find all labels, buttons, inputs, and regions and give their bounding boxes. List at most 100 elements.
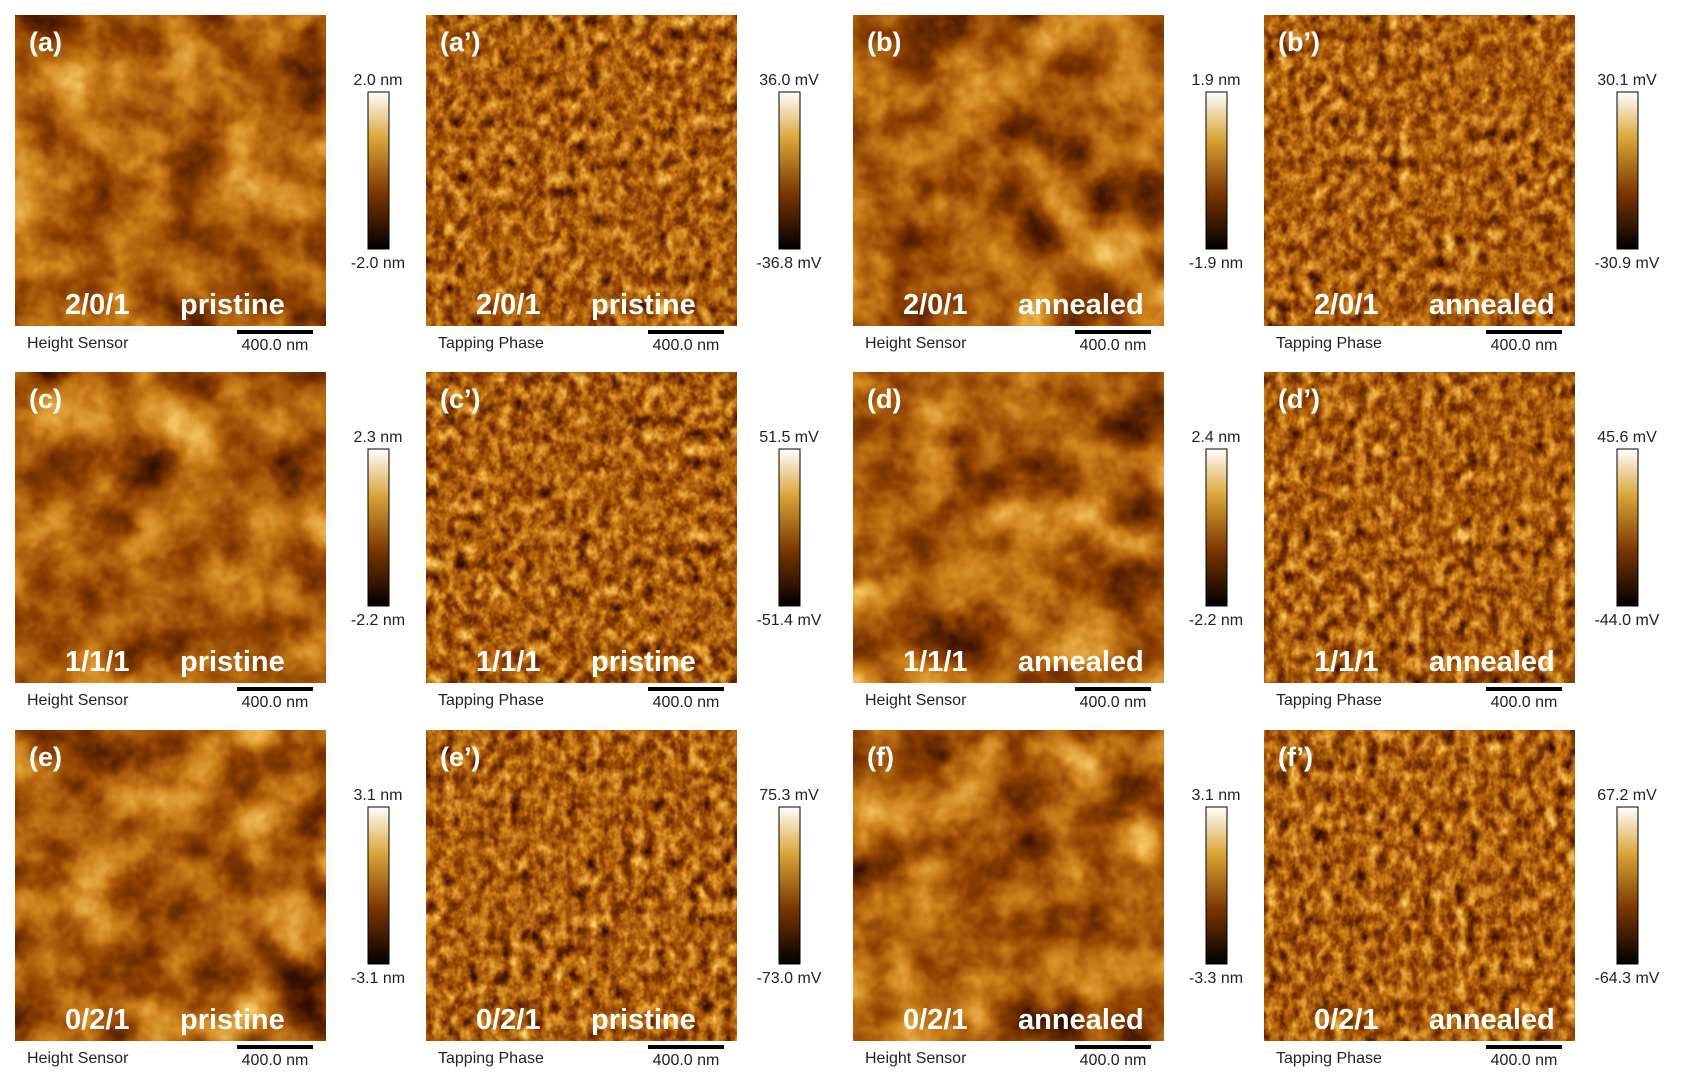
afm-image [426, 15, 737, 326]
colorbar-min: -64.3 mV [1595, 970, 1660, 987]
afm-image [853, 372, 1164, 683]
scale-label: 400.0 nm [242, 1052, 309, 1069]
panel: (a’) 2/0/1 pristine Tapping Phase 400.0 nm 36… [426, 15, 822, 354]
panel: (e) 0/2/1 pristine Height Sensor 400.0 nm 3.1… [15, 730, 405, 1069]
scale-label: 400.0 nm [1491, 337, 1558, 354]
colorbar [1205, 91, 1228, 250]
colorbar [1616, 806, 1639, 965]
sample-label: 2/0/1 [903, 289, 968, 321]
colorbar-max: 30.1 mV [1597, 72, 1657, 89]
colorbar-min: -30.9 mV [1595, 255, 1660, 272]
panel-label: (f) [867, 742, 894, 772]
condition-label: pristine [591, 646, 696, 678]
colorbar-min: -1.9 nm [1189, 255, 1243, 272]
panel: (b’) 2/0/1 annealed Tapping Phase 400.0 nm 30… [1264, 15, 1660, 354]
sensor-label: Tapping Phase [438, 1050, 544, 1067]
panel: (b) 2/0/1 annealed Height Sensor 400.0 nm 1.9… [853, 15, 1243, 354]
sensor-label: Height Sensor [865, 692, 967, 709]
scale-label: 400.0 nm [653, 337, 720, 354]
colorbar-min: -2.2 nm [1189, 612, 1243, 629]
colorbar [778, 448, 801, 607]
condition-label: annealed [1018, 289, 1144, 321]
afm-image [853, 730, 1164, 1041]
colorbar [1205, 448, 1228, 607]
afm-image [15, 372, 326, 683]
panel: (f) 0/2/1 annealed Height Sensor 400.0 nm 3.1… [853, 730, 1243, 1069]
sample-label: 1/1/1 [903, 646, 968, 678]
colorbar-min: -51.4 mV [757, 612, 822, 629]
condition-label: annealed [1429, 1004, 1555, 1036]
panel-label: (b’) [1278, 27, 1320, 57]
colorbar [778, 91, 801, 250]
colorbar-min: -2.0 nm [351, 255, 405, 272]
sample-label: 1/1/1 [1314, 646, 1379, 678]
afm-image [15, 730, 326, 1041]
panel-label: (e) [29, 742, 62, 772]
colorbar-max: 3.1 nm [1192, 787, 1241, 804]
colorbar-max: 45.6 mV [1597, 429, 1657, 446]
condition-label: pristine [591, 1004, 696, 1036]
panel: (c’) 1/1/1 pristine Tapping Phase 400.0 nm 51… [426, 372, 822, 711]
sample-label: 0/2/1 [1314, 1004, 1379, 1036]
panel-label: (d’) [1278, 384, 1320, 414]
condition-label: pristine [180, 289, 285, 321]
colorbar-min: -44.0 mV [1595, 612, 1660, 629]
colorbar [367, 806, 390, 965]
colorbar-max: 1.9 nm [1192, 72, 1241, 89]
colorbar-max: 2.0 nm [354, 72, 403, 89]
sensor-label: Height Sensor [27, 335, 129, 352]
sensor-label: Height Sensor [27, 692, 129, 709]
sensor-label: Tapping Phase [1276, 335, 1382, 352]
colorbar-min: -36.8 mV [757, 255, 822, 272]
colorbar-max: 36.0 mV [759, 72, 819, 89]
panel: (a) 2/0/1 pristine Height Sensor 400.0 nm 2.0… [15, 15, 405, 354]
sensor-label: Tapping Phase [1276, 1050, 1382, 1067]
scale-label: 400.0 nm [1491, 694, 1558, 711]
colorbar [1616, 448, 1639, 607]
afm-image [426, 730, 737, 1041]
afm-image [853, 15, 1164, 326]
colorbar-max: 3.1 nm [354, 787, 403, 804]
panel-label: (c) [29, 384, 62, 414]
colorbar-min: -3.3 nm [1189, 970, 1243, 987]
panel: (d) 1/1/1 annealed Height Sensor 400.0 nm 2.4… [853, 372, 1243, 711]
sample-label: 2/0/1 [476, 289, 541, 321]
panel-label: (a’) [440, 27, 481, 57]
scale-label: 400.0 nm [653, 694, 720, 711]
panel: (d’) 1/1/1 annealed Tapping Phase 400.0 nm 45… [1264, 372, 1660, 711]
sensor-label: Height Sensor [865, 1050, 967, 1067]
condition-label: annealed [1018, 1004, 1144, 1036]
colorbar [367, 448, 390, 607]
scale-label: 400.0 nm [653, 1052, 720, 1069]
afm-image [1264, 372, 1575, 683]
condition-label: pristine [180, 646, 285, 678]
colorbar-max: 2.3 nm [354, 429, 403, 446]
colorbar-max: 51.5 mV [759, 429, 819, 446]
colorbar-min: -3.1 nm [351, 970, 405, 987]
sensor-label: Tapping Phase [438, 692, 544, 709]
colorbar [1616, 91, 1639, 250]
colorbar [1205, 806, 1228, 965]
afm-image [15, 15, 326, 326]
colorbar-max: 2.4 nm [1192, 429, 1241, 446]
sample-label: 1/1/1 [65, 646, 130, 678]
sample-label: 1/1/1 [476, 646, 541, 678]
colorbar [778, 806, 801, 965]
colorbar-max: 67.2 mV [1597, 787, 1657, 804]
panel: (e’) 0/2/1 pristine Tapping Phase 400.0 nm 75… [426, 730, 822, 1069]
condition-label: annealed [1018, 646, 1144, 678]
panel-label: (c’) [440, 384, 481, 414]
condition-label: annealed [1429, 646, 1555, 678]
scale-label: 400.0 nm [242, 694, 309, 711]
panel-label: (b) [867, 27, 901, 57]
sample-label: 2/0/1 [1314, 289, 1379, 321]
colorbar-max: 75.3 mV [759, 787, 819, 804]
sample-label: 2/0/1 [65, 289, 130, 321]
scale-label: 400.0 nm [1080, 694, 1147, 711]
panel: (c) 1/1/1 pristine Height Sensor 400.0 nm 2.3… [15, 372, 405, 711]
colorbar [367, 91, 390, 250]
panel-label: (f’) [1278, 742, 1313, 772]
scale-label: 400.0 nm [242, 337, 309, 354]
sensor-label: Height Sensor [865, 335, 967, 352]
sensor-label: Tapping Phase [1276, 692, 1382, 709]
